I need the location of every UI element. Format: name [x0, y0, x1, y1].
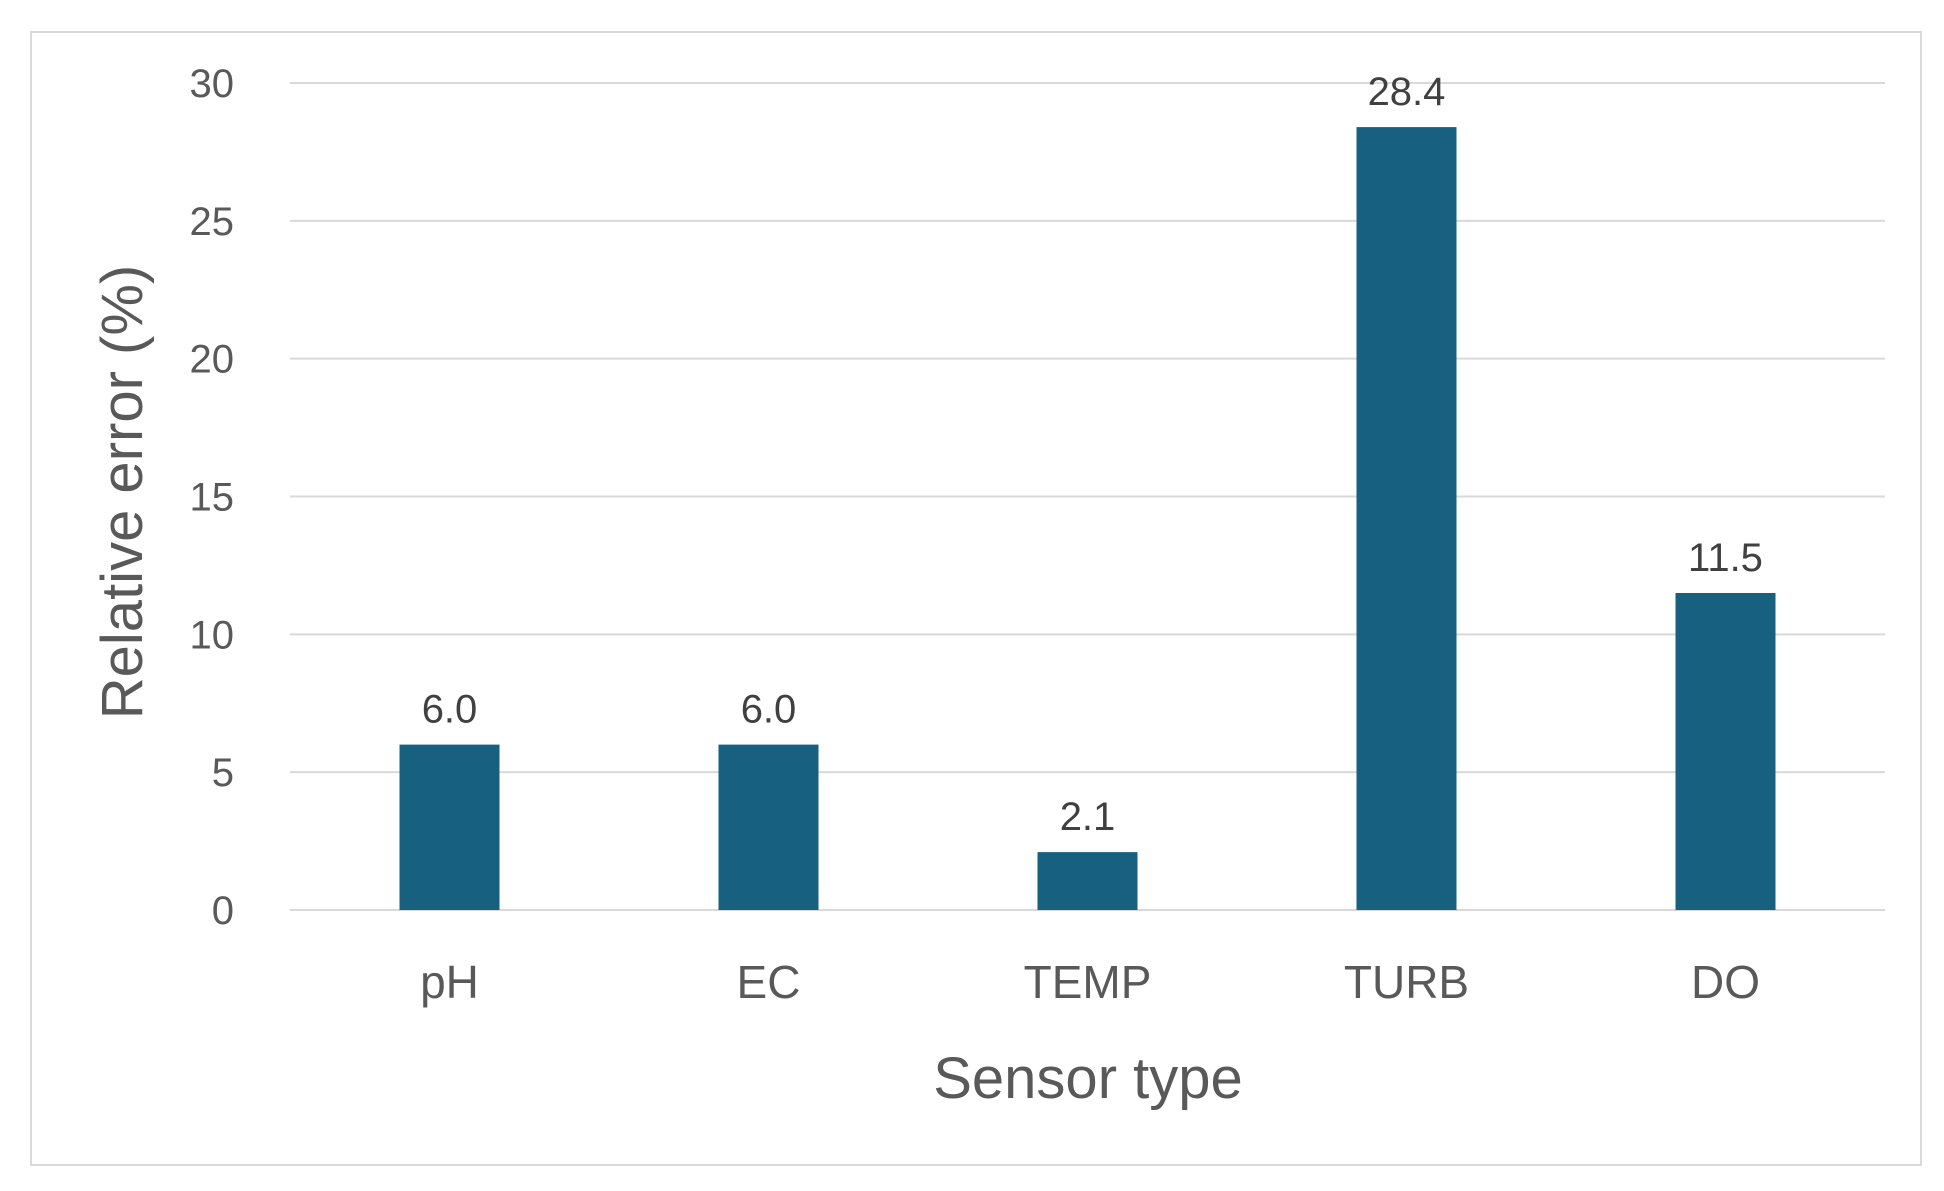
y-tick-label: 20	[190, 338, 235, 382]
x-axis-title: Sensor type	[933, 1046, 1243, 1111]
data-label: 6.0	[422, 688, 478, 732]
chart-frame	[30, 31, 1922, 1166]
bar-do	[1675, 592, 1776, 910]
y-axis-title: Relative error (%)	[90, 265, 155, 719]
bar-turb	[1356, 127, 1457, 910]
y-tick-label: 30	[190, 62, 235, 106]
data-label: 6.0	[741, 688, 797, 732]
x-tick-label: EC	[737, 956, 801, 1008]
data-label: 11.5	[1688, 536, 1763, 580]
y-tick-label: 10	[190, 613, 235, 657]
data-label: 2.1	[1060, 795, 1116, 839]
y-tick-label: 15	[190, 476, 235, 520]
y-tick-label: 0	[212, 889, 234, 933]
x-tick-label: pH	[420, 956, 479, 1008]
bar-ph	[399, 744, 500, 910]
x-tick-label: DO	[1691, 956, 1760, 1008]
y-tick-label: 25	[190, 200, 235, 244]
bar-temp	[1037, 852, 1138, 910]
data-label: 28.4	[1368, 70, 1446, 114]
bar-ec	[718, 744, 819, 910]
y-tick-label: 5	[212, 751, 234, 795]
x-tick-label: TEMP	[1024, 956, 1152, 1008]
x-tick-label: TURB	[1344, 956, 1469, 1008]
